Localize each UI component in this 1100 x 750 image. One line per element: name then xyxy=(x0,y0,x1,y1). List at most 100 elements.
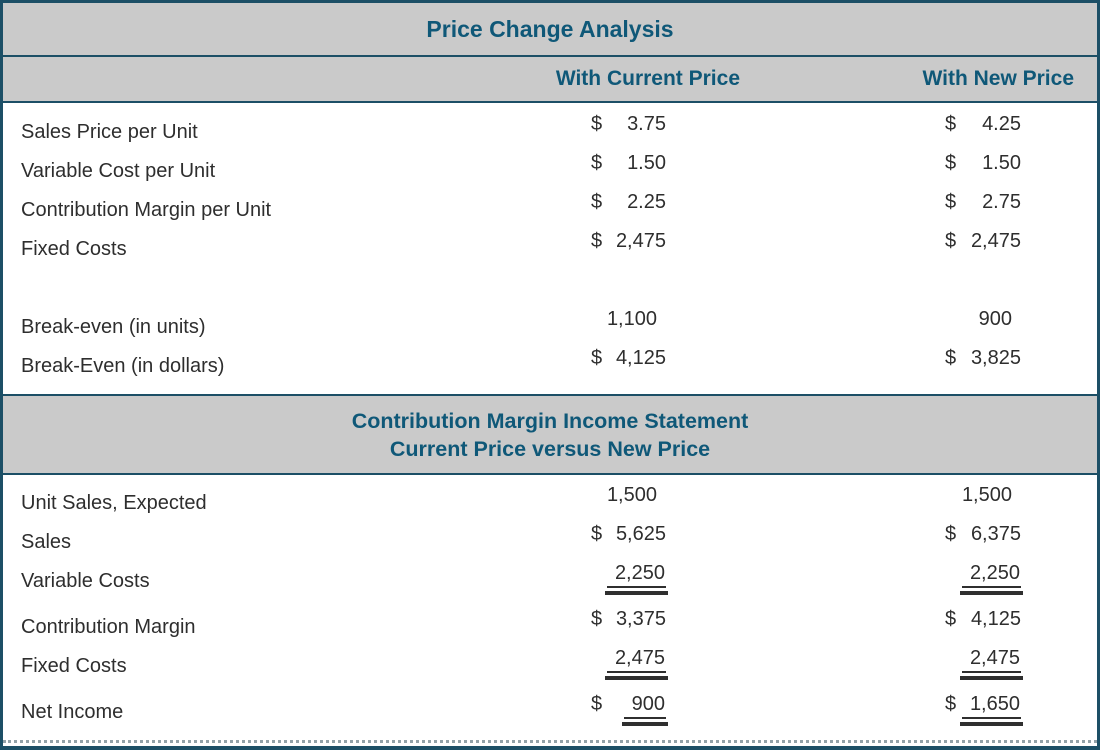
currency-symbol: $ xyxy=(945,191,957,213)
value-current: $2,475 xyxy=(591,230,666,269)
value-number: 4,125 xyxy=(970,608,1021,630)
section2-title-line2: Current Price versus New Price xyxy=(389,437,711,461)
value-new: $2.75 xyxy=(945,191,1021,230)
table-row: Contribution Margin per Unit $2.25 $2.75 xyxy=(3,191,1097,230)
value-number: 2.25 xyxy=(627,191,666,213)
value-new: $4,125 xyxy=(945,608,1021,647)
table-row: Unit Sales, Expected 1,500 1,500 xyxy=(3,484,1097,523)
value-current: 2,250 xyxy=(591,562,669,601)
value-current: $5,625 xyxy=(591,523,666,562)
value-current: $3.75 xyxy=(591,113,666,152)
value-number: 4,125 xyxy=(615,347,666,369)
value-new: $2,475 xyxy=(945,230,1021,269)
row-label: Contribution Margin xyxy=(21,616,196,638)
row-label: Fixed Costs xyxy=(21,238,127,260)
currency-symbol: $ xyxy=(945,693,957,715)
value-number: 2.75 xyxy=(982,191,1021,213)
value-number: 1,500 xyxy=(961,484,1012,506)
value-new: $3,825 xyxy=(945,347,1021,386)
value-number: 1.50 xyxy=(982,152,1021,174)
value-new: $4.25 xyxy=(945,113,1021,152)
value-number: 6,375 xyxy=(970,523,1021,545)
table-row: Contribution Margin $3,375 $4,125 xyxy=(3,608,1097,647)
value-number: 2,475 xyxy=(604,647,669,680)
value-new: 1,500 xyxy=(945,484,1021,523)
row-label: Variable Costs xyxy=(21,570,150,592)
row-label: Net Income xyxy=(21,701,124,723)
value-current: $1.50 xyxy=(591,152,666,191)
value-new: 2,475 xyxy=(945,647,1024,686)
currency-symbol: $ xyxy=(945,347,957,369)
section1-title-bar: Price Change Analysis xyxy=(3,3,1097,57)
value-number: 900 xyxy=(621,693,669,726)
currency-symbol: $ xyxy=(591,113,603,135)
column-header-current: With Current Price xyxy=(555,67,740,90)
currency-symbol: $ xyxy=(591,152,603,174)
row-label: Break-Even (in dollars) xyxy=(21,355,225,377)
row-label: Unit Sales, Expected xyxy=(21,492,207,514)
value-number: 900 xyxy=(978,308,1012,330)
value-current: $2.25 xyxy=(591,191,666,230)
column-header-row: With Current Price With New Price xyxy=(3,57,1097,103)
row-label: Break-even (in units) xyxy=(21,316,206,338)
section1-title: Price Change Analysis xyxy=(426,15,674,42)
table-row: Break-even (in units) 1,100 900 xyxy=(3,308,1097,347)
row-label: Sales Price per Unit xyxy=(21,121,198,143)
value-new: 2,250 xyxy=(945,562,1024,601)
section1-body: Sales Price per Unit $3.75 $4.25 Variable C… xyxy=(3,103,1097,394)
value-number: 3.75 xyxy=(627,113,666,135)
value-new: $1,650 xyxy=(945,693,1024,732)
currency-symbol: $ xyxy=(945,608,957,630)
currency-symbol: $ xyxy=(591,608,603,630)
value-number: 5,625 xyxy=(615,523,666,545)
value-number: 2,475 xyxy=(970,230,1021,252)
currency-symbol: $ xyxy=(591,230,603,252)
table-row: Break-Even (in dollars) $4,125 $3,825 xyxy=(3,347,1097,386)
value-number: 2,250 xyxy=(959,562,1024,595)
currency-symbol: $ xyxy=(945,152,957,174)
value-number: 2,475 xyxy=(615,230,666,252)
table-row: Fixed Costs $2,475 $2,475 xyxy=(3,230,1097,269)
value-new: $1.50 xyxy=(945,152,1021,191)
value-current: 1,100 xyxy=(591,308,666,347)
table-row: Sales $5,625 $6,375 xyxy=(3,523,1097,562)
table-row: Sales Price per Unit $3.75 $4.25 xyxy=(3,113,1097,152)
row-label: Fixed Costs xyxy=(21,655,127,677)
value-number: 3,375 xyxy=(615,608,666,630)
value-new: $6,375 xyxy=(945,523,1021,562)
value-number: 3,825 xyxy=(970,347,1021,369)
section2-title-line1: Contribution Margin Income Statement xyxy=(351,409,749,433)
value-current: $900 xyxy=(591,693,669,732)
value-number: 1,500 xyxy=(606,484,657,506)
table-row: Variable Costs 2,250 2,250 xyxy=(3,562,1097,601)
dotted-cut-line xyxy=(3,740,1097,743)
value-number: 1.50 xyxy=(627,152,666,174)
currency-symbol: $ xyxy=(591,191,603,213)
currency-symbol: $ xyxy=(945,523,957,545)
value-current: $3,375 xyxy=(591,608,666,647)
currency-symbol: $ xyxy=(591,523,603,545)
currency-symbol: $ xyxy=(591,347,603,369)
row-label: Contribution Margin per Unit xyxy=(21,199,272,221)
value-current: 2,475 xyxy=(591,647,669,686)
section2-body: Unit Sales, Expected 1,500 1,500 Sales $5,62… xyxy=(3,475,1097,740)
column-header-new: With New Price xyxy=(922,67,1074,90)
table-row: Variable Cost per Unit $1.50 $1.50 xyxy=(3,152,1097,191)
row-label: Variable Cost per Unit xyxy=(21,160,216,182)
value-number: 4.25 xyxy=(982,113,1021,135)
value-number: 1,650 xyxy=(959,693,1024,726)
value-number: 2,250 xyxy=(604,562,669,595)
value-current: 1,500 xyxy=(591,484,666,523)
table-row xyxy=(3,269,1097,308)
table-row: Net Income $900 $1,650 xyxy=(3,693,1097,732)
value-current: $4,125 xyxy=(591,347,666,386)
currency-symbol: $ xyxy=(945,113,957,135)
value-number: 2,475 xyxy=(959,647,1024,680)
row-label: Sales xyxy=(21,531,72,553)
value-number: 1,100 xyxy=(606,308,657,330)
value-new: 900 xyxy=(945,308,1021,347)
currency-symbol: $ xyxy=(591,693,603,715)
section2-title-bar: Contribution Margin Income Statement Cur… xyxy=(3,394,1097,475)
currency-symbol: $ xyxy=(945,230,957,252)
